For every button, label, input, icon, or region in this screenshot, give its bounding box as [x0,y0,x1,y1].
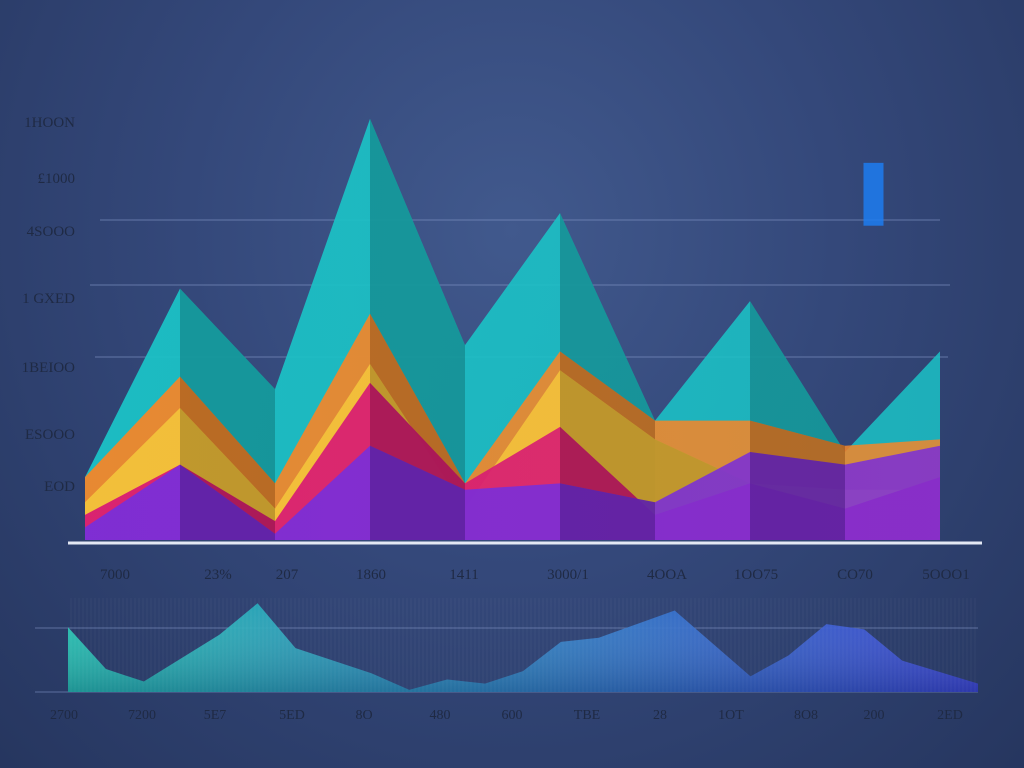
y-tick-label: 1 GXED [22,291,75,307]
overview-x-tick-label: 5E7 [204,708,227,723]
overview-x-tick-label: 5ED [279,708,305,723]
y-tick-label: 1BEIOO [22,360,75,376]
overview-x-tick-labels: 2700 7200 5E7 5ED 8O 480 600 TBE 28 1OT 8O8 200 2ED [50,708,963,723]
overview-x-tick-label: 2ED [937,708,963,723]
x-tick-label: 207 [276,567,299,583]
overview-x-tick-label: 8O [355,708,372,723]
x-tick-label: 1OO75 [734,567,778,583]
x-tick-label: 23% [204,567,232,583]
x-tick-label: 1411 [449,567,478,583]
main-area-chart: 1HOON £1000 4SOOO 1 GXED 1BEIOO ESOOO EOD 7000… [22,115,982,583]
y-tick-label: EOD [44,479,75,495]
series-facet-5 [750,452,845,540]
x-tick-label: 3000/1 [547,567,589,583]
overview-x-tick-label: 28 [653,708,667,723]
overview-x-tick-label: 8O8 [794,708,818,723]
main-y-tick-labels: 1HOON £1000 4SOOO 1 GXED 1BEIOO ESOOO EOD [22,115,75,495]
x-tick-label: 5OOO1 [922,567,970,583]
y-tick-label: 4SOOO [27,224,76,240]
series-facet-5 [560,483,655,540]
series-facet-5 [370,445,465,540]
overview-series [68,598,978,692]
x-tick-label: CO70 [837,567,873,583]
accent-bar [863,162,884,226]
y-tick-label: ESOOO [25,427,75,443]
overview-x-tick-label: 600 [502,708,523,723]
x-tick-label: 7000 [100,567,130,583]
overview-x-tick-label: 200 [864,708,885,723]
main-series-layers [85,118,940,540]
series-facet-5 [180,464,275,540]
overview-series-shade [68,603,978,692]
overview-x-tick-label: 2700 [50,708,78,723]
overview-x-tick-label: 480 [430,708,451,723]
overview-area-chart: 2700 7200 5E7 5ED 8O 480 600 TBE 28 1OT 8O8 200 2ED [35,598,978,723]
overview-x-tick-label: 7200 [128,708,156,723]
y-tick-label: 1HOON [24,115,75,131]
x-tick-label: 1860 [356,567,386,583]
overview-x-tick-label: 1OT [718,708,744,723]
overview-x-tick-label: TBE [574,708,600,723]
y-tick-label: £1000 [38,171,76,187]
series-area-5 [85,445,940,540]
main-x-tick-labels: 7000 23% 207 1860 1411 3000/1 4OOA 1OO75 CO70 5OO… [100,567,970,583]
x-tick-label: 4OOA [647,567,687,583]
